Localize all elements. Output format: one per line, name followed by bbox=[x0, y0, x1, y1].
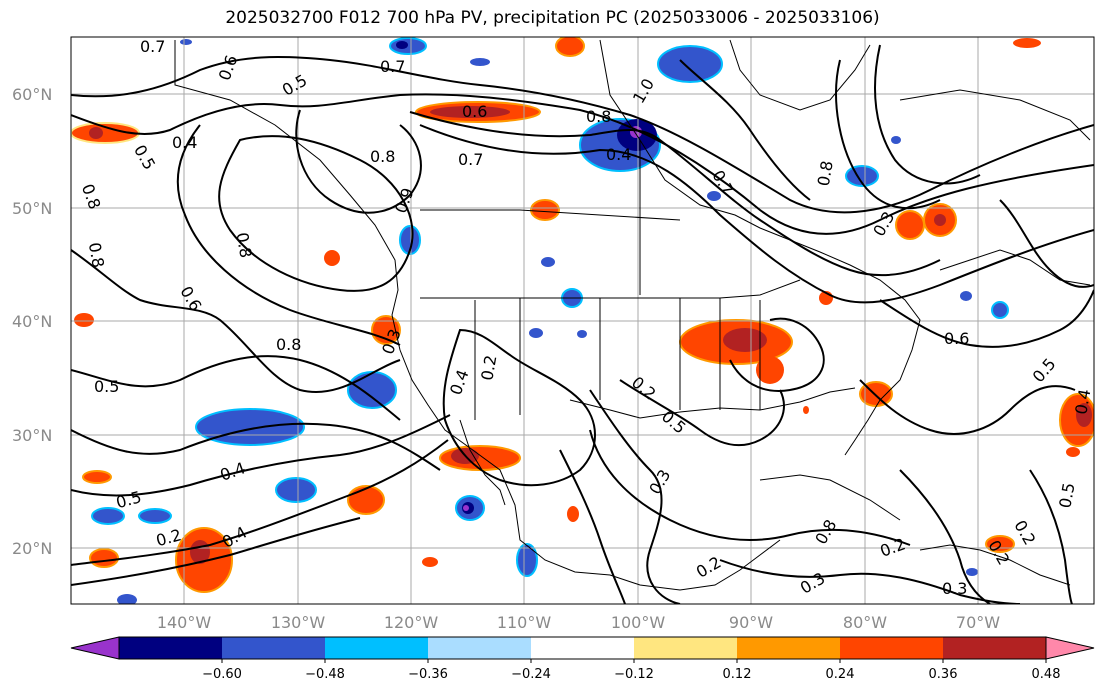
colorbar-tick-label: −0.24 bbox=[511, 667, 551, 682]
colorbar-segment bbox=[634, 637, 737, 659]
colorbar-segment bbox=[531, 637, 634, 659]
contour-label: 0.4 bbox=[172, 133, 197, 152]
colorbar: −0.60 −0.48 −0.36 −0.24 −0.12 0.12 0.24 0.36 0.4… bbox=[70, 636, 1095, 682]
pv-contours bbox=[71, 44, 1094, 604]
colorbar-segment bbox=[222, 637, 325, 659]
colorbar-tick-label: 0.24 bbox=[826, 667, 855, 682]
lat-label: 20°N bbox=[12, 539, 52, 558]
contour-label: 0.8 bbox=[85, 241, 108, 269]
colorbar-segment bbox=[428, 637, 531, 659]
colorbar-tick-label: 0.12 bbox=[723, 667, 752, 682]
contour-label: 0.8 bbox=[370, 147, 395, 166]
colorbar-tick-label: 0.36 bbox=[929, 667, 958, 682]
colorbar-segment bbox=[1045, 636, 1095, 660]
contour-label: 0.8 bbox=[232, 231, 255, 259]
colorbar-outline bbox=[118, 636, 1047, 660]
lon-label: 70°W bbox=[956, 613, 1000, 632]
lat-label: 60°N bbox=[12, 85, 52, 104]
longitude-labels: 140°W 130°W 120°W 110°W 100°W 90°W 80°W … bbox=[157, 613, 1000, 632]
contour-label: 0.6 bbox=[462, 102, 487, 121]
colorbar-segment bbox=[325, 637, 428, 659]
contour-label: 0.4 bbox=[606, 145, 631, 164]
latitude-labels: 60°N 50°N 40°N 30°N 20°N bbox=[12, 85, 52, 558]
colorbar-tick-label: −0.12 bbox=[614, 667, 654, 682]
lon-label: 100°W bbox=[611, 613, 666, 632]
coastlines-borders bbox=[174, 39, 1091, 591]
plot-frame bbox=[70, 36, 1095, 605]
colorbar-tick-label: −0.36 bbox=[408, 667, 448, 682]
lat-label: 40°N bbox=[12, 312, 52, 331]
lon-label: 80°W bbox=[843, 613, 887, 632]
contour-label: 0.8 bbox=[276, 335, 301, 354]
contour-label: 0.7 bbox=[140, 37, 165, 56]
lat-label: 50°N bbox=[12, 199, 52, 218]
colorbar-tick-label: 0.48 bbox=[1032, 667, 1061, 682]
colorbar-segment bbox=[119, 637, 222, 659]
lat-label: 30°N bbox=[12, 426, 52, 445]
lon-label: 130°W bbox=[271, 613, 326, 632]
contour-labels: 0.7 0.6 0.5 0.7 0.6 0.8 1.0 0.4 0.8 0.7 … bbox=[78, 37, 1094, 598]
map-title: 2025032700 F012 700 hPa PV, precipitatio… bbox=[225, 8, 880, 28]
contour-label: 0.4 bbox=[1071, 388, 1094, 416]
contour-label: 0.3 bbox=[942, 579, 967, 598]
contour-label: 0.8 bbox=[814, 159, 837, 187]
colorbar-segment bbox=[840, 637, 943, 659]
lon-label: 140°W bbox=[157, 613, 212, 632]
colorbar-segment bbox=[943, 637, 1046, 659]
colorbar-tick-label: −0.48 bbox=[305, 667, 345, 682]
contour-label: 0.8 bbox=[586, 107, 611, 126]
lon-label: 90°W bbox=[729, 613, 773, 632]
colorbar-segment bbox=[70, 636, 120, 660]
contour-label: 0.7 bbox=[380, 57, 405, 76]
contour-label: 0.6 bbox=[944, 329, 969, 348]
contour-label: 0.7 bbox=[458, 150, 483, 169]
contour-label: 0.5 bbox=[94, 377, 119, 396]
contour-label: 0.5 bbox=[1055, 481, 1078, 509]
colorbar-segment bbox=[737, 637, 840, 659]
lon-label: 120°W bbox=[384, 613, 439, 632]
lon-label: 110°W bbox=[497, 613, 552, 632]
contour-label: 0.2 bbox=[477, 354, 500, 382]
colorbar-tick-label: −0.60 bbox=[202, 667, 242, 682]
